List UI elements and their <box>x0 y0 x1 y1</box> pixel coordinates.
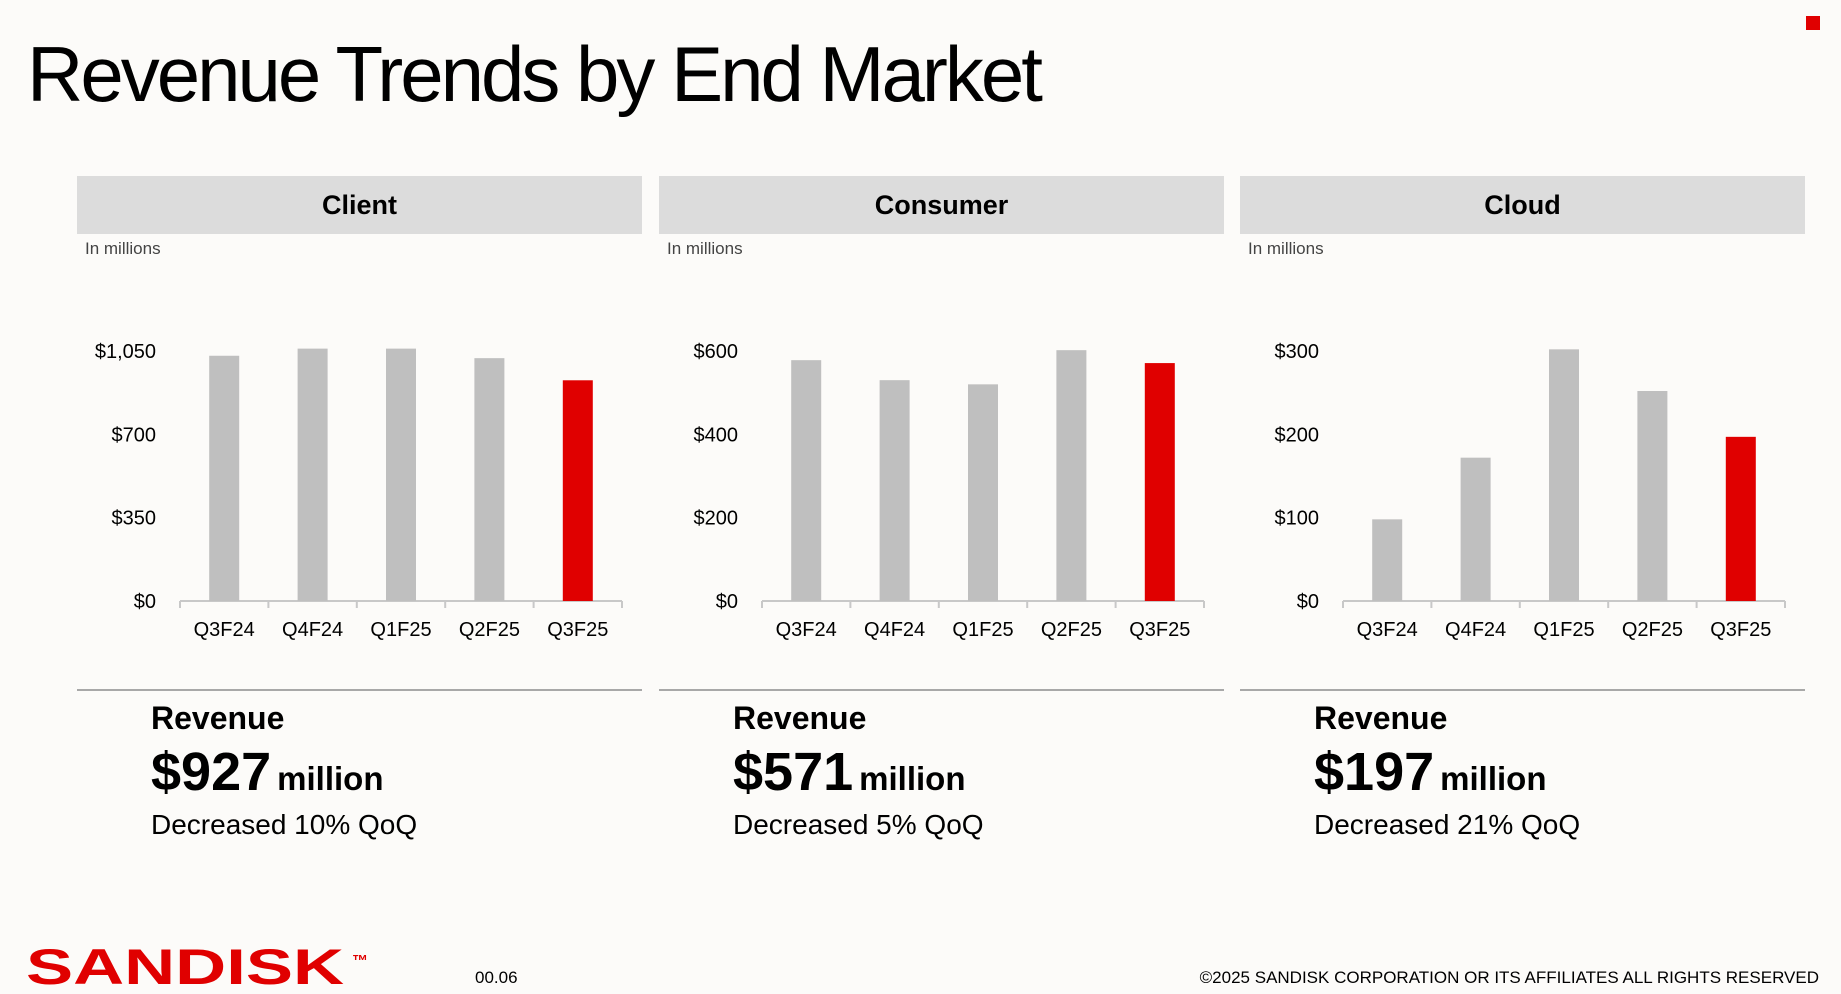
x-tick-label: Q3F24 <box>1357 619 1418 641</box>
x-tick-label: Q3F24 <box>776 619 837 641</box>
copyright-notice: ©2025 SANDISK CORPORATION OR ITS AFFILIA… <box>1199 968 1819 987</box>
x-tick-label: Q2F25 <box>459 619 520 641</box>
y-tick-label: $0 <box>134 591 156 613</box>
panel-consumer: Consumer In millions $0 $200 $400 $600 Q3F24… <box>659 176 1224 841</box>
revenue-summary: Revenue $927 million Decreased 10% QoQ <box>151 699 417 841</box>
revenue-amount: $197 <box>1314 742 1435 803</box>
x-tick-label: Q2F25 <box>1622 619 1683 641</box>
y-tick-label: $1,050 <box>95 341 156 363</box>
revenue-unit: million <box>1440 760 1547 798</box>
y-tick-label: $350 <box>112 508 157 530</box>
x-tick-label: Q2F25 <box>1041 619 1102 641</box>
panel-header: Cloud <box>1240 176 1805 234</box>
bar <box>879 380 910 601</box>
y-tick-label: $600 <box>694 341 739 363</box>
revenue-label: Revenue <box>733 700 867 736</box>
revenue-value: $197 million <box>1314 743 1580 802</box>
x-tick-label: Q4F24 <box>864 619 925 641</box>
bar <box>1549 349 1579 601</box>
panel-cloud: Cloud In millions $0 $100 $200 $300 Q3F24 Q4F… <box>1240 176 1805 841</box>
corner-accent-square <box>1806 16 1820 30</box>
panel-client: Client In millions $0 $350 $700 $1,050 Q3F24… <box>77 176 642 841</box>
consumer-bar-chart: $0 $200 $400 $600 Q3F24 Q4F24 Q1F25 Q2F25 Q3F25 <box>694 341 1205 641</box>
revenue-change: Decreased 21% QoQ <box>1314 808 1581 840</box>
revenue-summary: Revenue $197 million Decreased 21% QoQ <box>1314 699 1580 841</box>
bar <box>474 358 505 601</box>
x-tick-label: Q4F24 <box>282 619 343 641</box>
bar <box>791 360 822 601</box>
revenue-change: Decreased 5% QoQ <box>733 808 984 840</box>
bar <box>1725 436 1756 601</box>
bar <box>209 355 240 601</box>
panel-header: Client <box>77 176 642 234</box>
divider <box>77 689 642 691</box>
sandisk-logo: SANDISK ™ <box>26 948 368 988</box>
divider <box>1240 689 1805 691</box>
y-tick-label: $400 <box>694 424 739 446</box>
x-tick-label: Q3F25 <box>1710 619 1771 641</box>
revenue-amount: $571 <box>733 742 854 803</box>
bar <box>968 384 998 601</box>
x-tick-label: Q1F25 <box>1533 619 1594 641</box>
y-tick-label: $700 <box>112 424 157 446</box>
unit-note: In millions <box>1248 239 1324 258</box>
client-bar-chart: $0 $350 $700 $1,050 Q3F24 Q4F24 Q1F25 Q2F25 Q3F2… <box>95 341 623 641</box>
bar <box>297 348 328 601</box>
y-tick-label: $200 <box>694 508 739 530</box>
bar <box>1637 391 1668 601</box>
panel-header: Consumer <box>659 176 1224 234</box>
y-tick-label: $0 <box>716 591 738 613</box>
page-title: Revenue Trends by End Market <box>27 30 1043 118</box>
y-tick-label: $0 <box>1297 591 1319 613</box>
x-tick-label: Q4F24 <box>1445 619 1506 641</box>
unit-note: In millions <box>667 239 743 258</box>
x-tick-label: Q3F25 <box>1129 619 1190 641</box>
bar <box>1144 363 1175 601</box>
x-tick-label: Q1F25 <box>952 619 1013 641</box>
bar <box>386 348 416 601</box>
y-tick-label: $300 <box>1275 341 1320 363</box>
logo-wordmark: SANDISK <box>26 948 344 988</box>
bar <box>1460 457 1491 601</box>
revenue-unit: million <box>277 760 384 798</box>
bar <box>562 380 593 601</box>
unit-note: In millions <box>85 239 161 258</box>
y-tick-label: $200 <box>1275 424 1320 446</box>
bar <box>1056 350 1087 601</box>
x-tick-label: Q3F25 <box>547 619 608 641</box>
x-tick-label: Q1F25 <box>370 619 431 641</box>
revenue-summary: Revenue $571 million Decreased 5% QoQ <box>733 699 984 841</box>
revenue-unit: million <box>859 760 966 798</box>
page-number: 00.06 <box>475 968 518 987</box>
y-tick-label: $100 <box>1275 508 1320 530</box>
trademark-symbol: ™ <box>352 953 368 970</box>
bar <box>1372 519 1403 601</box>
revenue-value: $571 million <box>733 743 984 802</box>
x-tick-label: Q3F24 <box>194 619 255 641</box>
revenue-value: $927 million <box>151 743 417 802</box>
divider <box>659 689 1224 691</box>
revenue-change: Decreased 10% QoQ <box>151 808 418 840</box>
revenue-amount: $927 <box>151 742 272 803</box>
revenue-label: Revenue <box>1314 700 1448 736</box>
cloud-bar-chart: $0 $100 $200 $300 Q3F24 Q4F24 Q1F25 Q2F25 Q3F25 <box>1275 341 1786 641</box>
revenue-label: Revenue <box>151 700 285 736</box>
